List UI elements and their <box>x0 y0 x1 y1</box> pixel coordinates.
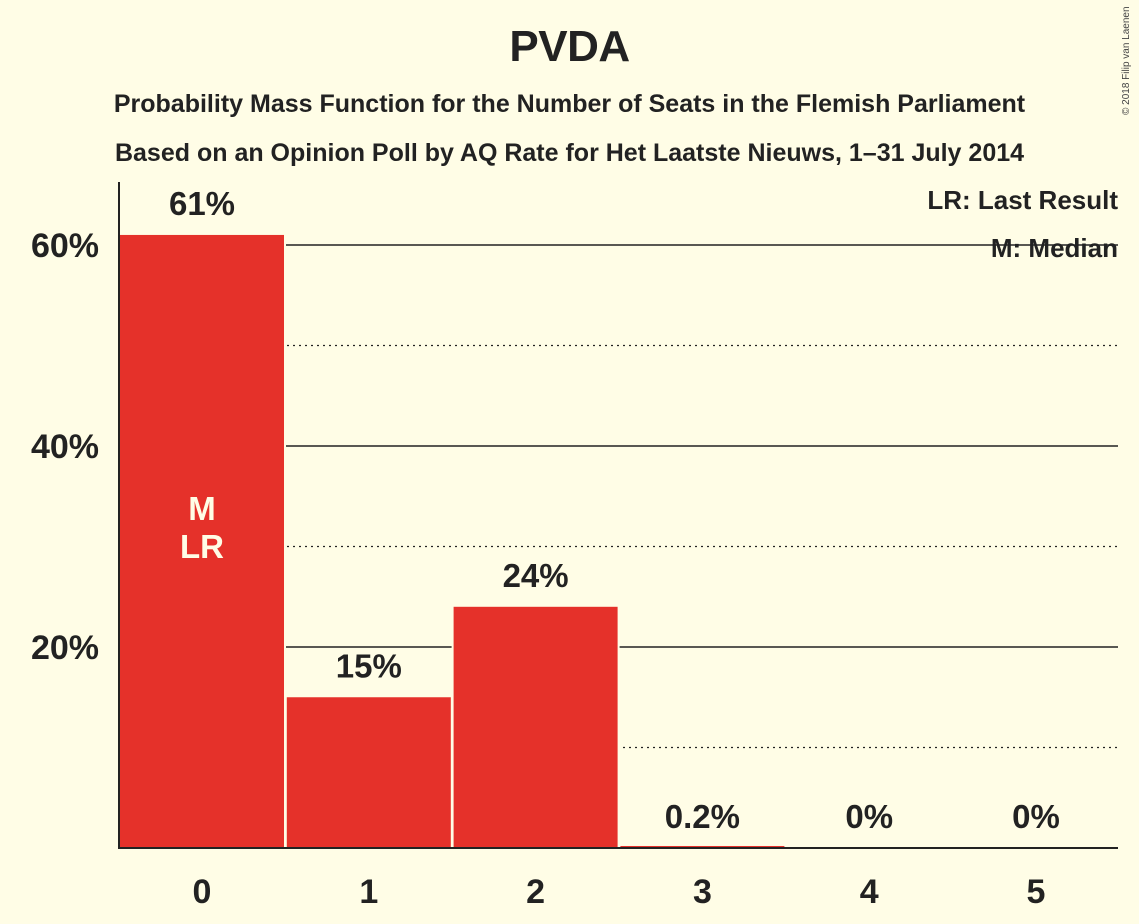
bar <box>120 234 284 848</box>
data-label: 0% <box>845 798 893 835</box>
bar <box>453 606 618 848</box>
legend-entry: LR: Last Result <box>927 185 1118 215</box>
x-tick-label: 1 <box>359 873 378 911</box>
data-label: 0% <box>1012 798 1060 835</box>
data-label: 0.2% <box>665 798 740 835</box>
bar-annotation: LR <box>180 528 224 565</box>
x-tick-label: 4 <box>860 873 879 911</box>
chart-title: PVDA <box>509 22 630 71</box>
legend: LR: Last Result M: Median <box>927 185 1118 263</box>
y-tick-label: 20% <box>31 629 99 667</box>
x-tick-label: 3 <box>693 873 712 911</box>
y-tick-label: 40% <box>31 428 99 466</box>
data-label: 15% <box>336 647 402 684</box>
axes <box>118 182 1118 849</box>
chart-subtitle-1: Probability Mass Function for the Number… <box>113 90 1026 118</box>
data-label: 61% <box>169 185 235 222</box>
bar <box>620 845 785 848</box>
bars <box>118 230 787 848</box>
bar-annotation: M <box>188 490 216 527</box>
data-label: 24% <box>503 557 569 594</box>
labels: 20%40%60%061%115%224%30.2%40%50%MLR <box>31 185 1060 911</box>
x-tick-label: 0 <box>193 873 212 911</box>
x-tick-label: 2 <box>526 873 545 911</box>
bar <box>286 697 451 848</box>
legend-entry: M: Median <box>991 233 1118 263</box>
chart-subtitle-2: Based on an Opinion Poll by AQ Rate for … <box>114 139 1025 167</box>
y-tick-label: 60% <box>31 227 99 265</box>
bar-halo <box>618 841 787 848</box>
x-tick-label: 5 <box>1027 873 1046 911</box>
